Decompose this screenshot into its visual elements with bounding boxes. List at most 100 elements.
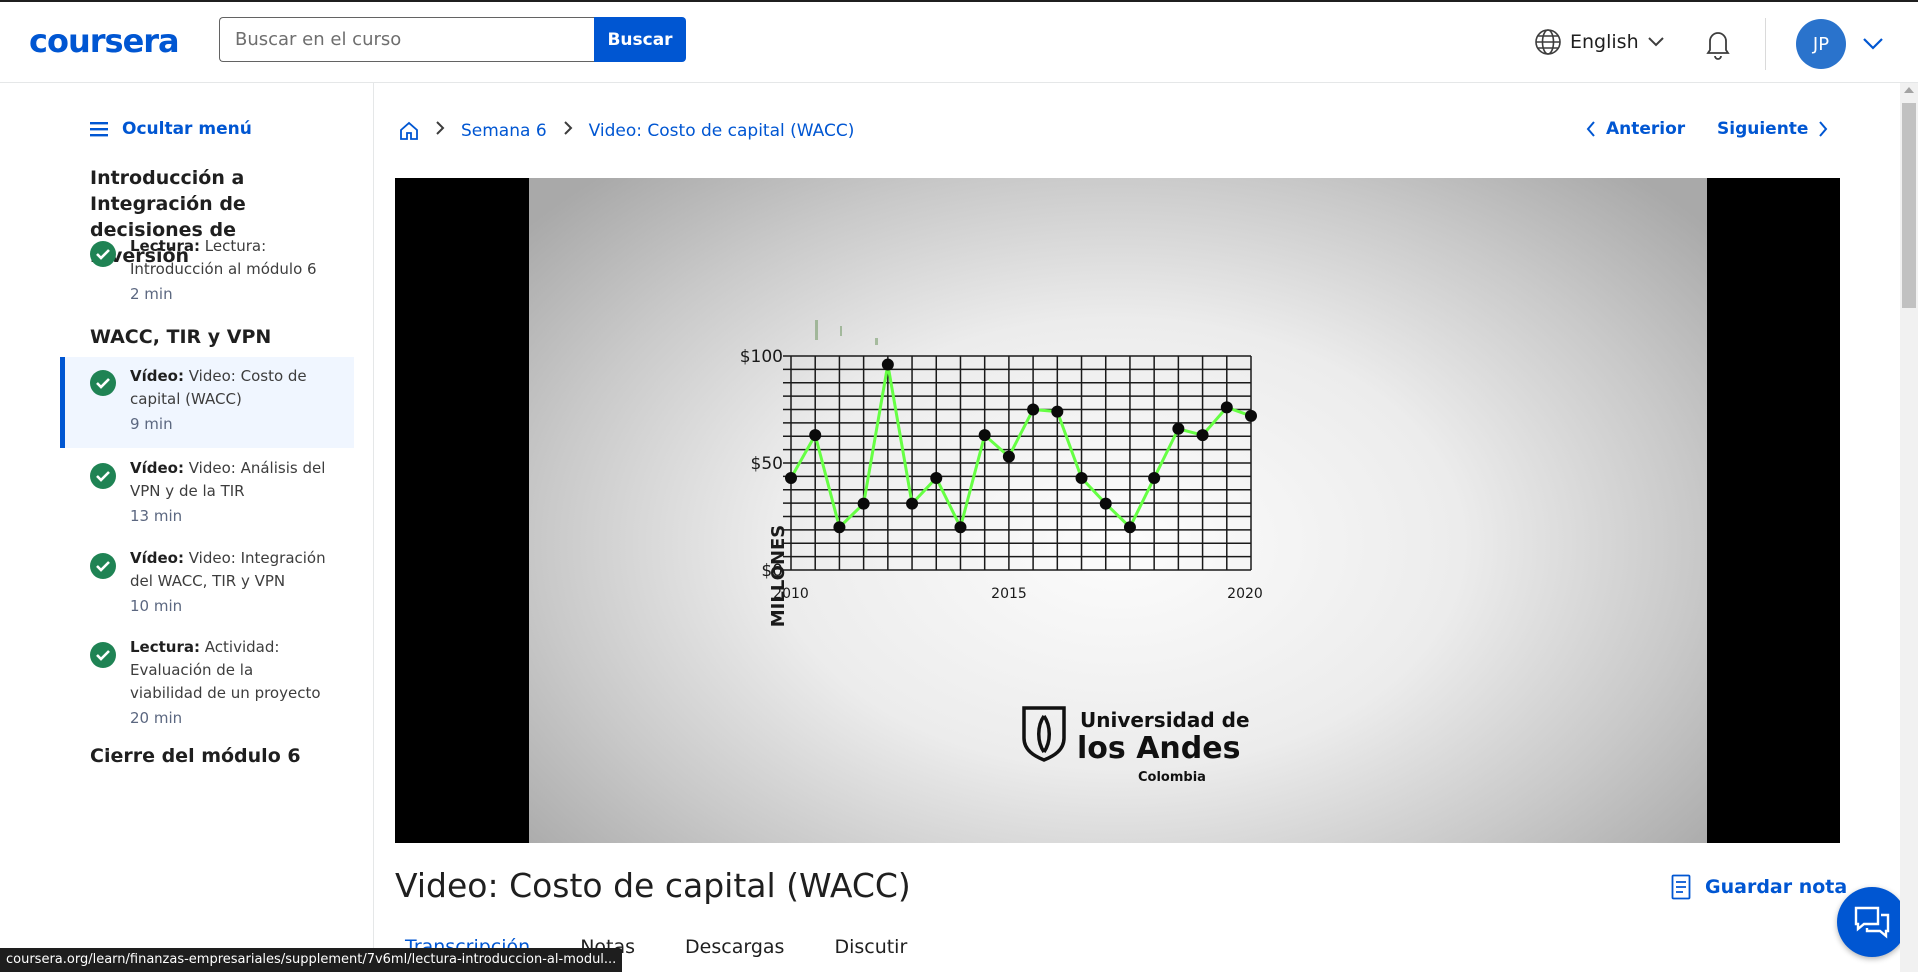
y-axis-label: MILLONES — [768, 525, 789, 628]
bell-icon — [1706, 32, 1730, 60]
window-top-border — [0, 0, 1918, 2]
note-icon — [1671, 874, 1691, 900]
sidebar-item-wacc-video[interactable]: Vídeo: Video: Costo de capital (WACC) 9 … — [60, 357, 354, 448]
y-tick-label: $100 — [740, 347, 783, 367]
video-player[interactable]: $100 $50 $0 2010 2015 2020 MILLONES Universid… — [395, 178, 1840, 843]
notifications-button[interactable] — [1701, 26, 1735, 64]
data-point — [978, 429, 991, 442]
x-tick-label: 2015 — [991, 586, 1027, 602]
globe-icon — [1535, 29, 1561, 55]
y-tick-label: $50 — [751, 454, 783, 474]
item-title: Video: Análisis del VPN y de la TIR — [130, 459, 326, 500]
check-circle-icon — [90, 553, 116, 579]
item-duration: 10 min — [130, 597, 183, 615]
item-title: Video: Costo de capital (WACC) — [130, 367, 307, 408]
data-point — [833, 521, 846, 534]
tab-downloads[interactable]: Descargas — [685, 936, 785, 958]
section-title-closing[interactable]: Cierre del módulo 6 — [90, 745, 301, 767]
data-point — [1002, 450, 1015, 463]
hamburger-icon — [90, 122, 108, 137]
language-selector[interactable]: English — [1534, 28, 1665, 56]
save-note-button[interactable]: Guardar nota — [1671, 874, 1847, 900]
hide-menu-button[interactable]: Ocultar menú — [90, 119, 252, 139]
search-input[interactable] — [220, 18, 594, 61]
item-title: Video: Integración del WACC, TIR y VPN — [130, 549, 326, 590]
item-type: Lectura: — [130, 638, 200, 656]
data-point — [1123, 521, 1136, 534]
data-point — [857, 497, 870, 510]
data-point — [785, 471, 797, 484]
video-frame: $100 $50 $0 2010 2015 2020 MILLONES Universid… — [529, 178, 1707, 843]
data-point — [881, 358, 894, 371]
series-line — [789, 364, 1252, 532]
chevron-right-icon — [436, 121, 445, 135]
sidebar-item-activity-reading[interactable]: Lectura: Actividad: Evaluación de la via… — [60, 636, 354, 736]
module-title: Introducción a Integración de decisiones… — [90, 167, 246, 267]
data-point — [906, 497, 919, 510]
chevron-down-icon — [1863, 38, 1883, 50]
account-menu-toggle[interactable] — [1862, 36, 1884, 55]
item-type: Vídeo: — [130, 459, 184, 477]
data-point — [1075, 471, 1088, 484]
data-point — [1027, 403, 1040, 416]
item-title: Lectura: Introducción al módulo 6 — [130, 237, 317, 278]
scrollbar-thumb[interactable] — [1902, 103, 1916, 308]
logo-line-1: Universidad de — [1080, 708, 1250, 732]
top-header: coursera Buscar English JP — [0, 2, 1918, 83]
item-type: Vídeo: — [130, 549, 184, 567]
data-point — [1245, 409, 1257, 422]
next-label: Siguiente — [1717, 119, 1809, 139]
section-title-wacc: WACC, TIR y VPN — [90, 326, 272, 348]
home-icon[interactable] — [399, 121, 419, 141]
previous-label: Anterior — [1606, 119, 1686, 139]
video-line-chart: $100 $50 $0 2010 2015 2020 MILLONES Universid… — [740, 320, 1263, 785]
check-circle-icon — [90, 241, 116, 267]
x-tick-label: 2020 — [1227, 586, 1263, 602]
breadcrumb-current[interactable]: Video: Costo de capital (WACC) — [588, 120, 855, 141]
item-duration: 2 min — [130, 285, 173, 303]
previous-button[interactable]: Anterior — [1586, 119, 1685, 139]
chat-button[interactable] — [1837, 887, 1907, 957]
chevron-down-icon — [1647, 37, 1664, 47]
hide-menu-label: Ocultar menú — [122, 119, 252, 139]
check-circle-icon — [90, 370, 116, 396]
check-circle-icon — [90, 463, 116, 489]
user-avatar[interactable]: JP — [1796, 19, 1846, 69]
course-search-box[interactable] — [219, 17, 594, 62]
page-scrollbar[interactable] — [1900, 83, 1918, 972]
item-duration: 13 min — [130, 507, 183, 525]
check-circle-icon — [90, 642, 116, 668]
breadcrumb-week[interactable]: Semana 6 — [461, 120, 547, 141]
sidebar-item-integration-video[interactable]: Vídeo: Video: Integración del WACC, TIR … — [60, 547, 354, 627]
chevron-right-icon — [563, 121, 573, 135]
breadcrumb: Semana 6 Video: Costo de capital (WACC) — [399, 120, 854, 141]
scroll-up-arrow-icon[interactable] — [1904, 87, 1914, 93]
sidebar-item-vpn-tir-video[interactable]: Vídeo: Video: Análisis del VPN y de la T… — [60, 457, 354, 537]
uniandes-emblem-icon — [1022, 706, 1066, 762]
header-divider — [1765, 18, 1766, 70]
course-sidebar: Ocultar menú Introducción a Integración … — [0, 83, 374, 972]
save-note-label: Guardar nota — [1705, 876, 1848, 898]
data-point — [1220, 401, 1233, 414]
item-duration: 9 min — [130, 415, 173, 433]
data-point — [1148, 471, 1161, 484]
search-button[interactable]: Buscar — [594, 17, 686, 62]
data-point — [1196, 429, 1209, 442]
item-type: Vídeo: — [130, 367, 184, 385]
data-point — [930, 471, 943, 484]
sidebar-item-intro-reading[interactable]: Lectura: Lectura: Introducción al módulo… — [60, 235, 354, 325]
status-bar-url: coursera.org/learn/finanzas-empresariale… — [0, 948, 623, 972]
data-point — [954, 521, 967, 534]
item-type: Lectura: — [130, 237, 200, 255]
data-point — [809, 429, 822, 442]
logo-line-3: Colombia — [1138, 770, 1206, 785]
chat-icon — [1854, 906, 1890, 939]
data-point — [1099, 497, 1112, 510]
data-point — [1051, 405, 1064, 418]
tab-discuss[interactable]: Discutir — [834, 936, 908, 958]
coursera-logo[interactable]: coursera — [29, 22, 180, 60]
page-title: Video: Costo de capital (WACC) — [395, 866, 911, 905]
item-title: Actividad: Evaluación de la viabilidad d… — [130, 638, 321, 702]
logo-line-2: los Andes — [1077, 731, 1240, 766]
next-button[interactable]: Siguiente — [1717, 119, 1828, 139]
